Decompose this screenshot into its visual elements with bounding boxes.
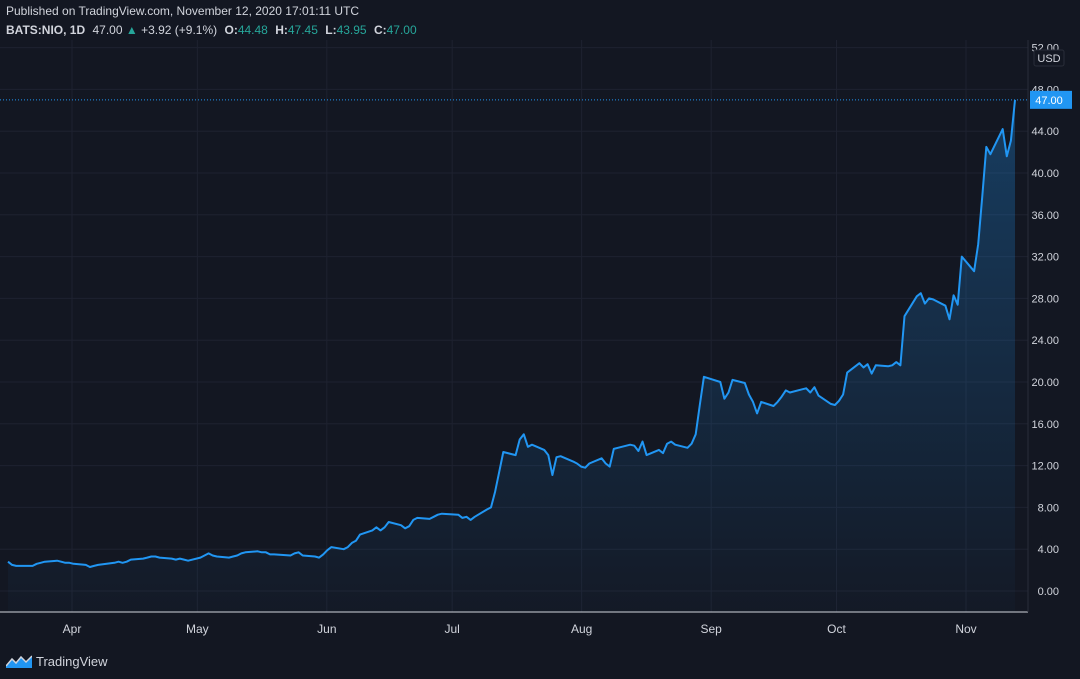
price-tick-label: 28.00 (1031, 293, 1059, 305)
low-label: L: (325, 23, 337, 37)
price-tick-label: 12.00 (1031, 461, 1059, 473)
time-axis[interactable]: Apr May Jun Jul Aug Sep Oct Nov (63, 622, 977, 636)
price-tick-label: 36.00 (1031, 210, 1059, 222)
time-tick-label: Aug (571, 622, 592, 636)
price-tick-label: 32.00 (1031, 252, 1059, 264)
last-price-tag: 47.00 (1030, 90, 1072, 109)
price-tick-label: 0.00 (1038, 586, 1059, 598)
price-axis[interactable]: 0.00 4.00 8.00 12.00 16.00 20.00 24.00 28.00 32.… (1031, 43, 1059, 598)
price-tick-label: 24.00 (1031, 335, 1059, 347)
time-tick-label: Nov (955, 622, 976, 636)
time-tick-label: Oct (827, 622, 846, 636)
footer: TradingView (0, 643, 1080, 679)
published-banner: Published on TradingView.com, November 1… (0, 0, 1080, 22)
up-arrow-icon: ▲ (125, 23, 138, 37)
tradingview-logo-icon (6, 655, 32, 668)
low-value: 43.95 (336, 23, 367, 37)
time-tick-label: Sep (700, 622, 722, 636)
currency-label: USD (1033, 49, 1065, 67)
time-tick-label: Jul (444, 622, 459, 636)
open-value: 44.48 (237, 23, 268, 37)
time-tick-label: Apr (63, 622, 82, 636)
last-price-value: 47.00 (1035, 95, 1063, 107)
time-tick-label: Jun (317, 622, 336, 636)
price-chart[interactable]: 0.00 4.00 8.00 12.00 16.00 20.00 24.00 28.00 32.… (0, 0, 1080, 645)
tradingview-brand: TradingView (36, 653, 108, 669)
open-label: O: (224, 23, 238, 37)
close-value: 47.00 (386, 23, 417, 37)
symbol-interval[interactable]: BATS:NIO, 1D (6, 23, 86, 37)
tradingview-logo[interactable]: TradingView (6, 652, 108, 670)
symbol-info-bar: BATS:NIO, 1D 47.00 ▲ +3.92 (+9.1%) O:44.… (0, 21, 417, 39)
price-tick-label: 16.00 (1031, 419, 1059, 431)
published-text: Published on TradingView.com, November 1… (6, 4, 360, 18)
price-line (7, 99, 1016, 568)
price-tick-label: 8.00 (1038, 502, 1059, 514)
close-label: C: (373, 23, 387, 37)
price-tick-label: 40.00 (1031, 168, 1059, 180)
price-tick-label: 4.00 (1038, 544, 1059, 556)
price-area-fill (8, 99, 1015, 612)
last-price: 47.00 (92, 23, 123, 37)
time-tick-label: May (186, 622, 209, 636)
price-axis-background (1028, 40, 1080, 612)
currency-text: USD (1037, 53, 1060, 65)
high-label: H: (275, 23, 288, 37)
price-change: +3.92 (+9.1%) (141, 23, 218, 37)
high-value: 47.45 (287, 23, 318, 37)
price-tick-label: 20.00 (1031, 377, 1059, 389)
price-tick-label: 44.00 (1031, 126, 1059, 138)
